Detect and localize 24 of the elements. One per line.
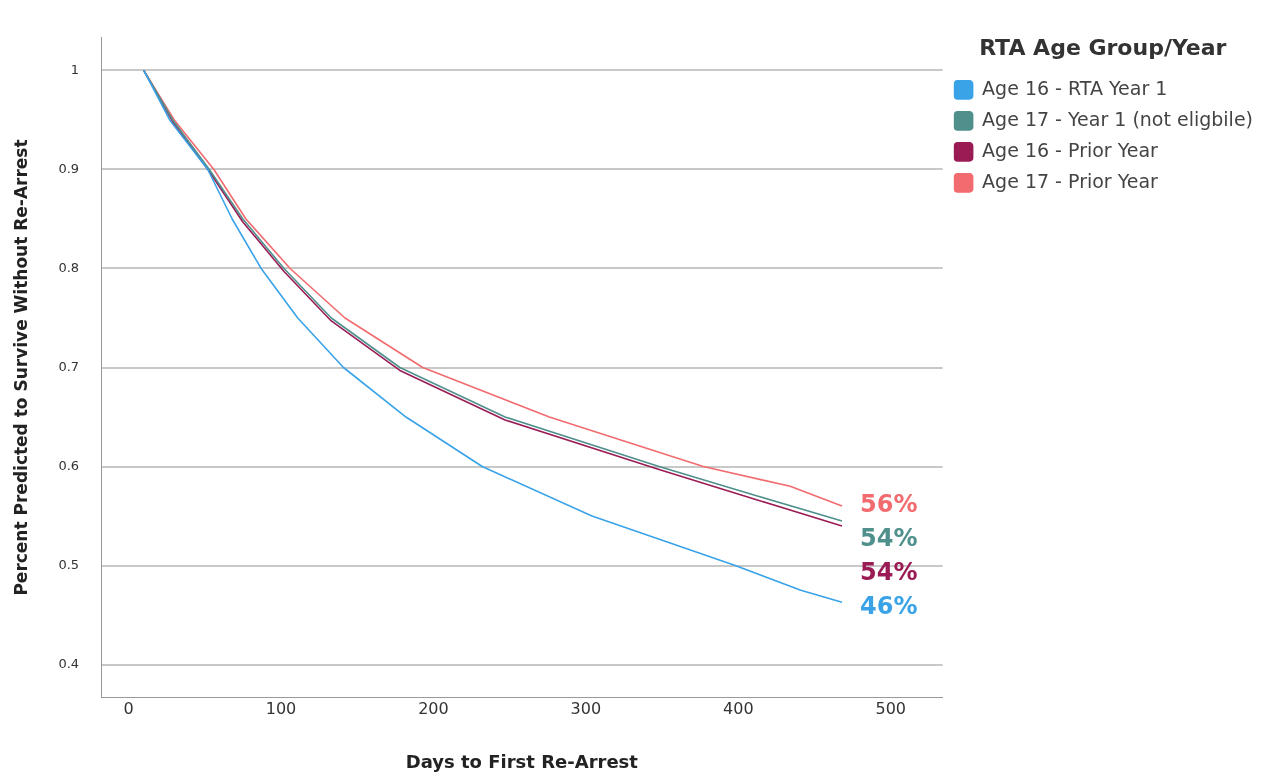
legend-label: Age 17 - Year 1 (not eligbile) <box>982 107 1253 130</box>
data-label: 56% <box>859 490 918 519</box>
x-axis-title: Days to First Re-Arrest <box>405 750 639 772</box>
x-tick-label: 300 <box>570 698 602 718</box>
x-tick-label: 400 <box>723 698 754 718</box>
data-label: 54% <box>859 524 918 553</box>
y-tick-label: 1 <box>70 61 80 77</box>
x-tick-label: 0 <box>123 698 134 718</box>
y-tick-label: 0.6 <box>58 457 80 473</box>
legend-label: Age 16 - Prior Year <box>982 138 1159 161</box>
y-tick-label: 0.7 <box>58 358 80 374</box>
y-tick-label: 0.9 <box>58 160 80 176</box>
y-tick-label: 0.4 <box>58 655 80 671</box>
x-tick-label: 200 <box>418 698 449 718</box>
x-tick-label: 100 <box>265 698 297 718</box>
x-tick-label: 500 <box>875 698 907 718</box>
y-axis-title: Percent Predicted to Survive Without Re-Arrest <box>10 139 31 596</box>
data-label: 46% <box>859 592 918 621</box>
legend-label: Age 17 - Prior Year <box>982 169 1159 192</box>
y-tick-label: 0.5 <box>58 556 80 572</box>
legend-title: RTA Age Group/Year <box>979 34 1227 60</box>
data-label: 54% <box>859 558 918 587</box>
y-tick-label: 0.8 <box>58 259 80 275</box>
legend-label: Age 16 - RTA Year 1 <box>982 76 1168 99</box>
